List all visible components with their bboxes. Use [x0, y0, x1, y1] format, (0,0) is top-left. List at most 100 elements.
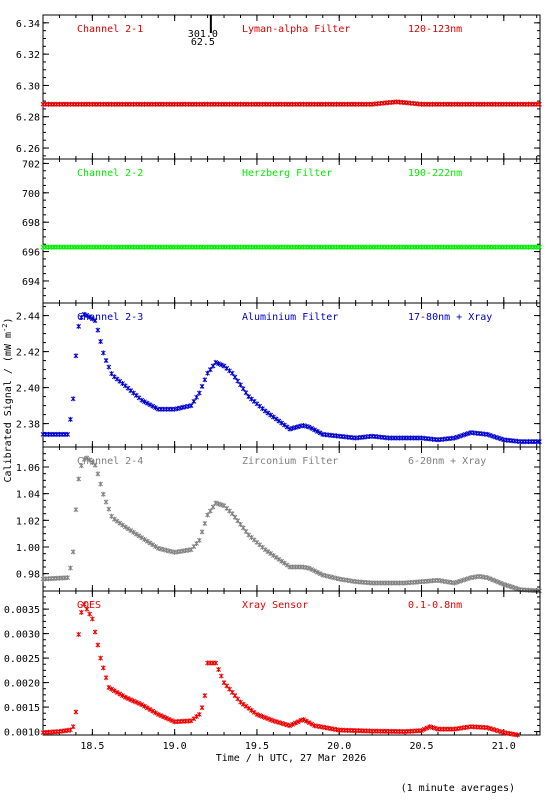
data-point [463, 576, 468, 582]
data-series [40, 244, 542, 250]
data-point [424, 725, 430, 731]
data-point [133, 531, 139, 537]
data-point [218, 673, 224, 679]
data-point [303, 718, 309, 724]
data-point [125, 526, 131, 532]
y-tick-label: 6.26 [16, 144, 40, 155]
data-point [282, 422, 287, 428]
data-series [40, 99, 542, 107]
data-point [432, 725, 438, 731]
data-point [243, 528, 249, 534]
data-point [279, 558, 284, 564]
panel-channel-label: GOES [77, 600, 101, 611]
data-point [202, 693, 208, 699]
data-point [87, 314, 92, 320]
data-point [487, 432, 493, 438]
data-point [238, 382, 243, 388]
data-point [95, 471, 101, 477]
data-point [147, 540, 153, 546]
panel-band-label: 0.1-0.8nm [408, 600, 462, 611]
data-point [169, 718, 175, 724]
data-point [117, 691, 123, 697]
data-point [139, 397, 145, 403]
data-point [70, 549, 76, 555]
data-point [70, 724, 76, 730]
data-point [100, 665, 106, 671]
data-point [254, 711, 260, 717]
data-point [229, 511, 235, 517]
data-point [142, 399, 147, 405]
panel-filter-label: Herzberg Filter [242, 168, 332, 179]
data-point [457, 578, 463, 584]
data-point [495, 579, 501, 585]
x-tick-label: 19.5 [245, 741, 269, 752]
data-point [537, 244, 542, 250]
data-point [490, 726, 496, 732]
y-tick-label: 6.32 [16, 50, 40, 61]
data-series [40, 311, 542, 445]
data-point [306, 424, 312, 430]
data-point [268, 551, 274, 557]
panel-channel-label: Channel 2-1 [77, 24, 143, 35]
data-point [122, 524, 128, 530]
panel-4: 0.98 1.00 1.02 1.04 1.06 Channel 2-4 Zirconium… [16, 446, 542, 594]
data-point [454, 579, 460, 585]
y-tick-label: 694 [22, 277, 40, 288]
data-point [213, 500, 219, 506]
y-tick-label: 0.0010 [4, 728, 40, 739]
data-point [158, 713, 164, 719]
data-point [103, 357, 109, 363]
data-point [309, 425, 315, 431]
data-point [76, 476, 82, 482]
data-point [314, 428, 320, 434]
data-point [279, 720, 284, 726]
y-tick-label: 1.06 [16, 463, 40, 474]
data-point [276, 719, 282, 725]
panel-channel-label: Channel 2-2 [77, 168, 143, 179]
data-point [68, 565, 73, 571]
panel-frame [42, 14, 541, 160]
data-point [100, 350, 106, 356]
data-point [301, 717, 306, 723]
data-point [218, 502, 224, 508]
panel-band-label: 120-123nm [408, 24, 462, 35]
data-point [257, 712, 263, 718]
data-point [144, 538, 150, 544]
data-point [512, 585, 518, 591]
data-point [498, 729, 504, 735]
data-point [114, 518, 120, 524]
data-point [504, 582, 509, 588]
data-point [282, 721, 287, 727]
data-point [498, 436, 504, 442]
data-series [40, 455, 542, 594]
data-point [273, 719, 279, 725]
data-point [202, 377, 208, 383]
y-tick-label: 6.30 [16, 81, 40, 92]
chart-panels: 6.26 6.28 6.30 6.32 6.34 Channel 2-1 Lyman-alp… [4, 14, 542, 739]
y-axis-label-text: Calibrated Signal / (mW m [3, 332, 14, 483]
y-tick-label: 0.0015 [4, 703, 40, 714]
data-point [142, 536, 147, 542]
data-point [136, 533, 142, 539]
panel-frame [42, 590, 541, 736]
data-point [210, 504, 216, 510]
x-tick-label: 21.0 [492, 741, 516, 752]
data-point [268, 412, 274, 418]
data-point [90, 316, 95, 322]
data-point [273, 554, 279, 560]
y-tick-label: 2.44 [16, 312, 40, 323]
data-point [199, 705, 205, 711]
data-point [205, 370, 210, 376]
data-point [213, 359, 219, 365]
data-point [454, 434, 460, 440]
data-series [40, 601, 520, 738]
data-point [312, 568, 317, 574]
panel-3: 2.38 2.40 2.42 2.44 Channel 2-3 Aluminium Fil… [16, 302, 542, 448]
data-point [493, 727, 498, 733]
data-point [271, 718, 276, 724]
data-point [292, 720, 298, 726]
data-point [265, 410, 271, 416]
data-point [515, 732, 520, 738]
data-point [276, 556, 282, 562]
